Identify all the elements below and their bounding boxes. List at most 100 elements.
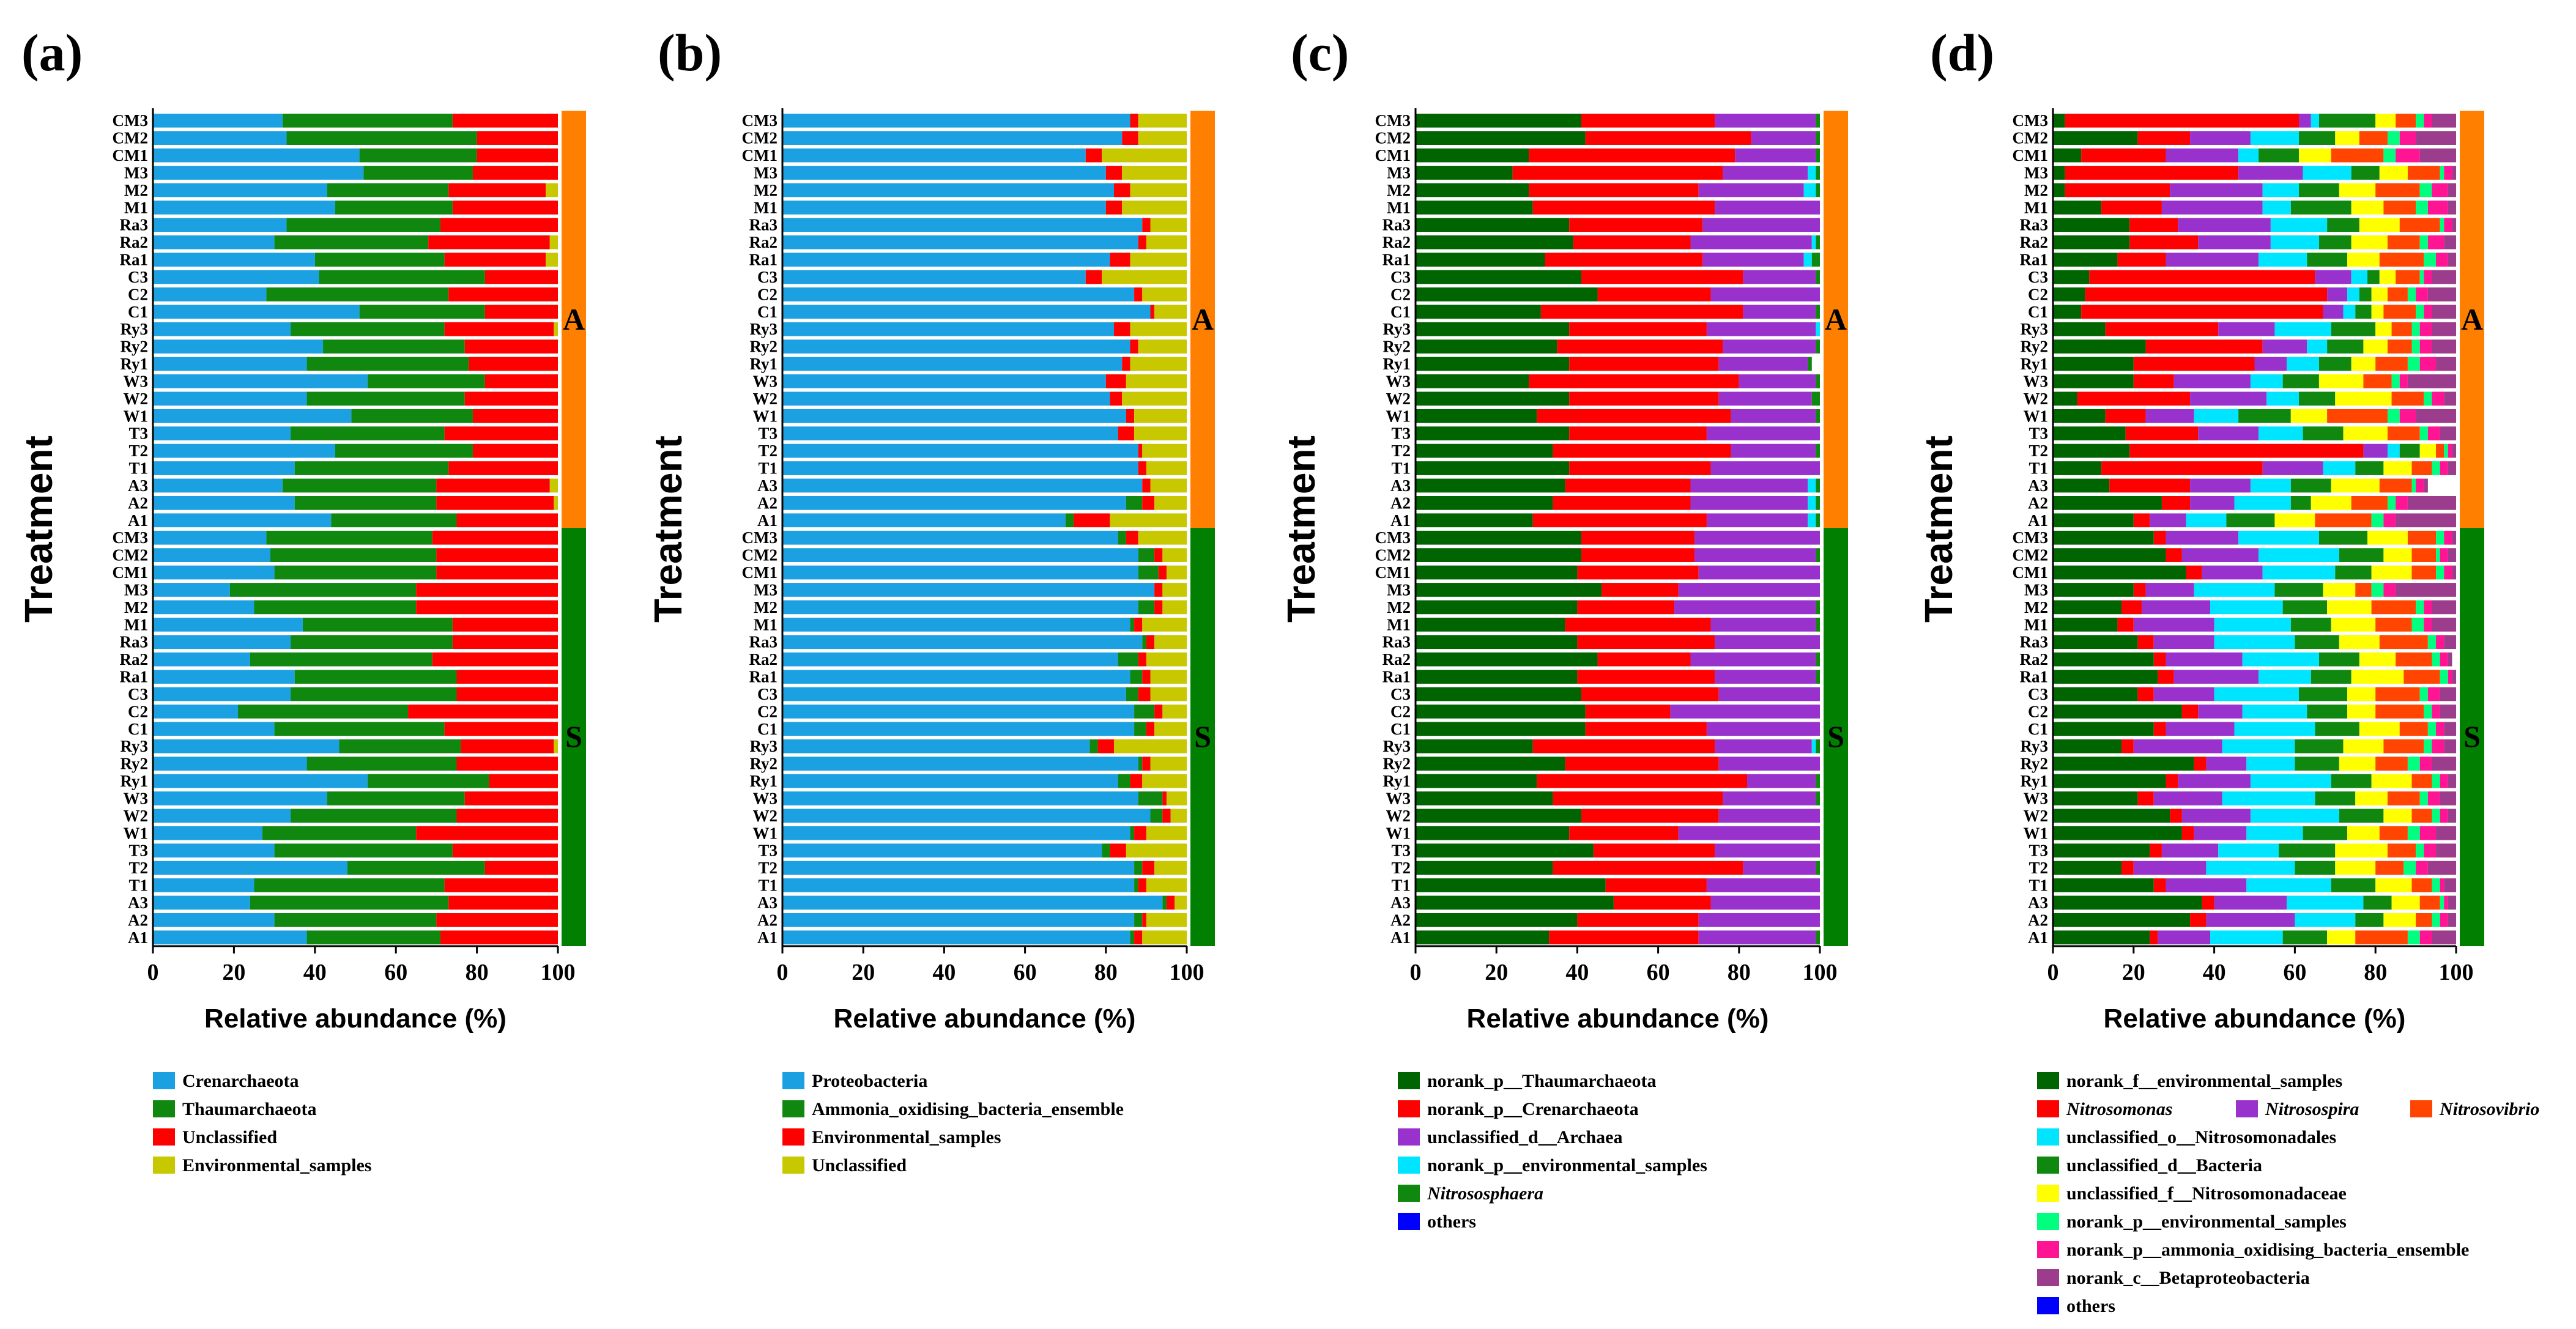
bar-segment-w3-unclassified-f-nitrosomonadaceae bbox=[2318, 374, 2364, 388]
category-label: Ry2 bbox=[749, 755, 778, 773]
bar-segment-ra3-environmental-samples bbox=[1146, 635, 1155, 650]
bar-segment-m1-norank-p-crenarchaeota bbox=[1532, 200, 1715, 215]
bar-segment-c2-nitrosovibrio bbox=[2387, 287, 2408, 302]
bar-segment-m2-unclassified bbox=[1162, 600, 1187, 615]
bar-segment-a2-nitrosovibrio bbox=[2416, 913, 2432, 927]
category-label: Ra1 bbox=[120, 668, 149, 686]
bar-segment-cm2-nitrosovibrio bbox=[2411, 548, 2437, 562]
category-label: C1 bbox=[1390, 303, 1411, 321]
category-label: Ra1 bbox=[1383, 251, 1411, 269]
group-strip-s bbox=[2460, 528, 2484, 946]
category-label: C2 bbox=[2028, 285, 2048, 303]
x-tick-label: 60 bbox=[384, 960, 407, 985]
bar-segment-a2-unclassified-d-bacteria bbox=[2290, 496, 2311, 510]
bar-segment-t1-norank-p-crenarchaeota bbox=[1569, 461, 1711, 475]
x-tick-label: 40 bbox=[303, 960, 327, 985]
bar-segment-c1-unclassified-d-archaea bbox=[1743, 305, 1816, 319]
x-tick-label: 40 bbox=[2203, 960, 2226, 985]
bar-segment-w2-thaumarchaeota bbox=[306, 391, 465, 406]
bar-segment-t3-norank-p-crenarchaeota bbox=[1593, 843, 1715, 858]
category-label: C2 bbox=[1390, 285, 1411, 303]
bar-segment-ra3-proteobacteria bbox=[782, 635, 1143, 650]
category-label: A1 bbox=[128, 928, 148, 947]
bar-segment-ry3-norank-p-ammonia-oxidising-bacteria-ensemble bbox=[2419, 322, 2432, 336]
bar-segment-cm1-unclassified bbox=[1102, 148, 1187, 163]
bar-segment-cm2-nitrosospira bbox=[2181, 548, 2259, 562]
bar-segment-c3-unclassified bbox=[456, 687, 558, 702]
legend-swatch bbox=[1398, 1185, 1420, 1202]
bar-segment-m3-unclassified bbox=[472, 166, 558, 180]
category-label: A1 bbox=[2028, 511, 2048, 530]
bar-segment-m1-unclassified-o-nitrosomonadales bbox=[2262, 200, 2291, 215]
bar-segment-ry3-norank-p-crenarchaeota bbox=[1532, 739, 1715, 753]
bar-segment-ra3-nitrosovibrio bbox=[2379, 635, 2428, 650]
bar-segment-cm2-thaumarchaeota bbox=[286, 131, 477, 145]
bar-segment-cm1-unclassified bbox=[1166, 565, 1187, 580]
bar-segment-a1-nitrososphaera bbox=[1816, 513, 1820, 528]
bar-segment-a3-norank-p-crenarchaeota bbox=[1565, 478, 1691, 493]
category-label: Ry1 bbox=[1383, 355, 1411, 373]
bar-segment-cm3-norank-c-betaproteobacteria bbox=[2432, 113, 2456, 128]
bar-segment-a1-unclassified bbox=[456, 513, 558, 528]
bar-segment-a2-nitrososphaera bbox=[1816, 496, 1820, 510]
bar-segment-ry3-unclassified bbox=[444, 322, 554, 336]
category-label: W1 bbox=[124, 824, 149, 842]
bar-segment-w3-unclassified-f-nitrosomonadaceae bbox=[2355, 791, 2388, 805]
category-label: Ry3 bbox=[2020, 320, 2048, 338]
bar-segment-m1-nitrosovibrio bbox=[2375, 617, 2412, 632]
bar-segment-a3-nitrosospira bbox=[2214, 895, 2287, 910]
bar-segment-w3-norank-p-thaumarchaeota bbox=[1416, 374, 1529, 388]
bar-segment-cm1-unclassified-f-nitrosomonadaceae bbox=[2298, 148, 2331, 163]
bar-segment-c1-norank-p-crenarchaeota bbox=[1585, 722, 1707, 736]
bar-segment-t2-environmental-samples bbox=[1138, 443, 1143, 458]
bar-segment-cm3-thaumarchaeota bbox=[282, 113, 453, 128]
bar-segment-ry1-norank-p-environmental-samples bbox=[2407, 357, 2420, 371]
bar-segment-w3-unclassified-o-nitrosomonadales bbox=[2222, 791, 2315, 805]
bar-segment-cm1-environmental-samples bbox=[1085, 148, 1102, 163]
bar-segment-w3-unclassified bbox=[484, 374, 558, 388]
bar-segment-ra2-crenarchaeota bbox=[153, 652, 250, 667]
bar-segment-a3-thaumarchaeota bbox=[282, 478, 437, 493]
bar-segment-t1-thaumarchaeota bbox=[254, 878, 445, 892]
bar-segment-cm2-crenarchaeota bbox=[153, 548, 270, 562]
bar-segment-ry3-norank-p-thaumarchaeota bbox=[1416, 322, 1570, 336]
bar-segment-ry3-unclassified bbox=[1130, 322, 1187, 336]
category-label: M3 bbox=[754, 163, 778, 182]
bar-segment-ry1-thaumarchaeota bbox=[367, 774, 489, 788]
bar-segment-t2-norank-p-thaumarchaeota bbox=[1416, 861, 1553, 875]
bar-segment-a1-norank-p-environmental-samples bbox=[2371, 513, 2384, 528]
bar-segment-m2-norank-p-environmental-samples bbox=[2419, 183, 2432, 198]
category-label: Ra1 bbox=[1383, 668, 1411, 686]
bar-segment-t3-environmental-samples bbox=[1110, 843, 1126, 858]
bar-segment-c2-unclassified-d-archaea bbox=[1670, 705, 1820, 719]
category-label: A1 bbox=[128, 511, 148, 530]
bar-segment-cm3-nitrosospira bbox=[2166, 530, 2239, 545]
group-strip-s bbox=[562, 528, 586, 946]
bar-segment-ra3-nitrosospira bbox=[2178, 218, 2271, 232]
bar-segment-t3-unclassified bbox=[1134, 426, 1187, 441]
bar-segment-a3-proteobacteria bbox=[782, 895, 1163, 910]
legend-swatch bbox=[1398, 1157, 1420, 1174]
bar-segment-cm2-unclassified-o-nitrosomonadales bbox=[2250, 131, 2299, 145]
bar-segment-c2-environmental-samples bbox=[1154, 705, 1163, 719]
bar-segment-t3-ammonia-oxidising-bacteria-ensemble bbox=[1102, 843, 1110, 858]
legend-swatch bbox=[2037, 1213, 2059, 1230]
bar-segment-c3-thaumarchaeota bbox=[319, 270, 485, 284]
bar-segment-t1-unclassified-d-bacteria bbox=[2331, 878, 2376, 892]
bar-segment-c3-norank-f-environmental-samples bbox=[2053, 687, 2138, 702]
bar-segment-t2-norank-p-environmental-samples bbox=[2403, 861, 2416, 875]
bar-segment-ra3-unclassified-d-bacteria bbox=[2295, 635, 2339, 650]
category-label: Ry3 bbox=[120, 737, 148, 755]
bar-segment-ry1-norank-p-thaumarchaeota bbox=[1416, 357, 1570, 371]
bar-segment-t2-unclassified-f-nitrosomonadaceae bbox=[2419, 443, 2437, 458]
legend-label: norank_c__Betaproteobacteria bbox=[2066, 1268, 2310, 1288]
legend-label: unclassified_d__Bacteria bbox=[2066, 1155, 2262, 1175]
bar-segment-cm3-crenarchaeota bbox=[153, 530, 267, 545]
bar-segment-c1-unclassified bbox=[1154, 722, 1187, 736]
bar-segment-c3-thaumarchaeota bbox=[291, 687, 457, 702]
category-label: CM3 bbox=[113, 111, 148, 130]
bar-segment-ry2-unclassified bbox=[456, 757, 558, 771]
bar-segment-ry3-nitrosospira bbox=[2133, 739, 2222, 753]
category-label: M1 bbox=[124, 615, 148, 634]
bar-segment-t3-thaumarchaeota bbox=[291, 426, 445, 441]
